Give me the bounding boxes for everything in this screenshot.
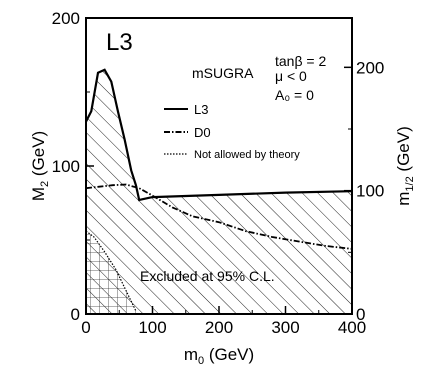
x-tick-label: 200: [205, 318, 233, 337]
x-tick-label: 300: [271, 318, 299, 337]
x-tick-label: 400: [338, 318, 366, 337]
excluded-annotation: Excluded at 95% C.L.: [140, 268, 275, 284]
legend-label-theory: Not allowed by theory: [194, 149, 300, 161]
theory-forbidden-region: [86, 231, 136, 314]
d0-limit-curve: [86, 183, 352, 250]
l3-limit-curve: [86, 68, 352, 202]
param-tanbeta: tanβ = 2: [275, 53, 326, 69]
y-tick-label: 100: [52, 157, 80, 176]
legend-label-l3: L3: [194, 102, 208, 117]
experiment-label: L3: [106, 29, 133, 56]
excluded-region: [86, 69, 352, 314]
x-axis-label: m0 (GeV): [184, 345, 254, 367]
x-tick-label: 100: [138, 318, 166, 337]
y-tick-label: 0: [71, 305, 80, 324]
y2-tick-label: 100: [356, 182, 384, 201]
legend: L3 D0 Not allowed by theory: [164, 102, 300, 161]
theory-boundary-curve: [86, 230, 137, 312]
legend-label-d0: D0: [194, 125, 211, 140]
model-text: mSUGRA: [192, 65, 254, 81]
y-axis-label: M2 (GeV): [29, 131, 51, 201]
y-tick-label: 200: [52, 9, 80, 28]
x-tick-label: 0: [81, 318, 90, 337]
y2-tick-label: 200: [356, 58, 384, 77]
y2-axis-label: m1/2 (GeV): [394, 126, 416, 206]
y2-tick-label: 0: [356, 305, 365, 324]
param-mu: μ < 0: [275, 68, 307, 84]
param-a0: A₀ = 0: [275, 87, 314, 103]
